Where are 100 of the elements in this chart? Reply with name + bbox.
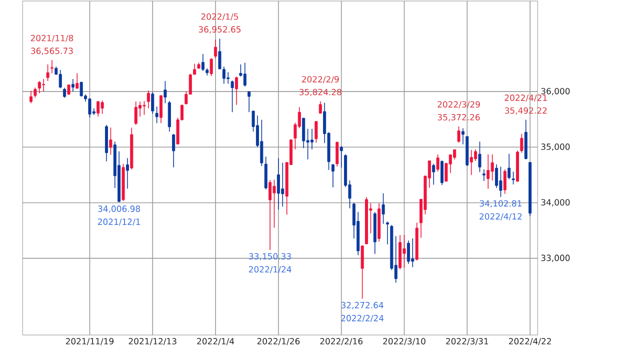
candlestick — [432, 163, 436, 186]
x-tick-label: 2022/3/10 — [383, 338, 426, 346]
candlestick — [134, 101, 138, 126]
annotation: 34,006.98 — [98, 206, 140, 213]
candlestick — [331, 163, 334, 188]
candlestick — [38, 80, 41, 94]
annotation: 2022/2/9 — [302, 76, 339, 84]
candlestick — [260, 119, 264, 166]
candlestick — [34, 87, 37, 98]
candlestick — [281, 162, 284, 208]
candlestick — [210, 58, 213, 76]
candlestick — [201, 54, 204, 72]
annotation: 2022/1/24 — [248, 266, 292, 274]
candlestick — [457, 126, 460, 144]
x-tick-label: 2022/3/31 — [446, 338, 488, 346]
candlestick — [29, 90, 33, 104]
candlestick — [63, 87, 66, 98]
candlestick — [222, 66, 226, 84]
candlestick — [230, 80, 234, 113]
candlestick — [503, 168, 506, 194]
y-tick-label: 36,000 — [541, 88, 570, 96]
annotation: 34,102.81 — [480, 200, 522, 208]
candlestick — [386, 221, 389, 245]
candlestick — [146, 90, 150, 109]
candlestick — [142, 100, 146, 116]
candlestick — [490, 154, 494, 181]
candlestick — [234, 76, 238, 106]
candlestick — [512, 171, 515, 185]
candlestick — [495, 164, 498, 188]
candlestick — [474, 148, 478, 162]
candlestick — [100, 100, 104, 114]
candlestick — [164, 80, 167, 104]
candlestick — [470, 150, 473, 176]
candlestick — [302, 117, 306, 148]
candlestick — [50, 60, 54, 74]
x-tick-label: 2022/1/4 — [197, 338, 234, 346]
annotation: 2021/12/1 — [98, 218, 140, 226]
candlestick — [243, 62, 246, 87]
annotation: 35,492.22 — [504, 107, 547, 115]
candlestick — [264, 156, 268, 190]
annotation: 2021/11/8 — [30, 34, 74, 42]
y-tick-label: 35,000 — [541, 144, 570, 151]
candlestick — [272, 179, 276, 228]
x-tick-label: 2021/12/13 — [128, 338, 176, 346]
y-tick-label: 33,000 — [541, 254, 570, 262]
candlestick — [411, 238, 414, 268]
candlestick — [310, 128, 314, 150]
candlestick — [218, 38, 222, 70]
candlestick — [126, 158, 129, 190]
annotation: 2022/4/21 — [504, 94, 547, 102]
x-tick-label: 2022/1/26 — [257, 338, 300, 346]
candlestick — [80, 81, 83, 97]
annotation: 36,565.73 — [31, 48, 73, 55]
candlestick — [88, 98, 92, 118]
candlestick — [226, 72, 230, 84]
candlestick — [151, 92, 154, 114]
annotation: 2022/1/5 — [201, 13, 238, 20]
candlestick — [382, 192, 385, 224]
candlestick — [406, 240, 410, 264]
annotation: 32,272.64 — [341, 302, 384, 310]
candlestick — [214, 39, 218, 59]
candlestick — [520, 133, 524, 154]
candlestick — [499, 166, 502, 198]
annotation: 36,952.65 — [198, 26, 241, 34]
candlestick — [486, 154, 490, 190]
annotation: 35,824.28 — [299, 88, 342, 96]
candlestick — [440, 160, 444, 186]
candlestick — [314, 120, 318, 144]
candlestick — [109, 127, 112, 156]
x-tick-label: 2022/2/16 — [320, 338, 363, 346]
candlestick — [42, 78, 46, 92]
candlestick — [436, 154, 440, 172]
candlestick — [360, 245, 364, 300]
x-tick-label: 2021/11/19 — [66, 338, 114, 346]
annotation: 2022/3/29 — [438, 101, 480, 108]
candlestick — [276, 158, 280, 210]
candlestick — [478, 141, 482, 173]
y-tick-label: 34,000 — [541, 199, 570, 206]
x-tick-label: 2022/4/22 — [508, 338, 551, 346]
candlestick — [461, 128, 464, 145]
candlestick — [58, 70, 62, 89]
candlestick — [482, 168, 486, 182]
annotation: 33,150.33 — [249, 253, 291, 260]
candlestick — [340, 146, 343, 168]
candlestick — [172, 133, 176, 168]
candlestick — [336, 141, 339, 168]
candlestick — [268, 180, 272, 250]
candlestick — [155, 106, 158, 124]
candlestick — [402, 234, 406, 268]
annotation: 2022/2/24 — [341, 314, 384, 322]
candlestick — [318, 100, 322, 114]
candlestick — [71, 78, 74, 92]
candlestick — [248, 91, 251, 113]
candlestick — [193, 63, 196, 76]
annotation: 35,372.26 — [438, 114, 480, 122]
candlestick — [508, 153, 511, 180]
candlestick — [46, 64, 50, 82]
candlestick — [76, 72, 79, 90]
candlestick — [160, 94, 163, 124]
annotation: 2022/4/12 — [480, 213, 522, 220]
